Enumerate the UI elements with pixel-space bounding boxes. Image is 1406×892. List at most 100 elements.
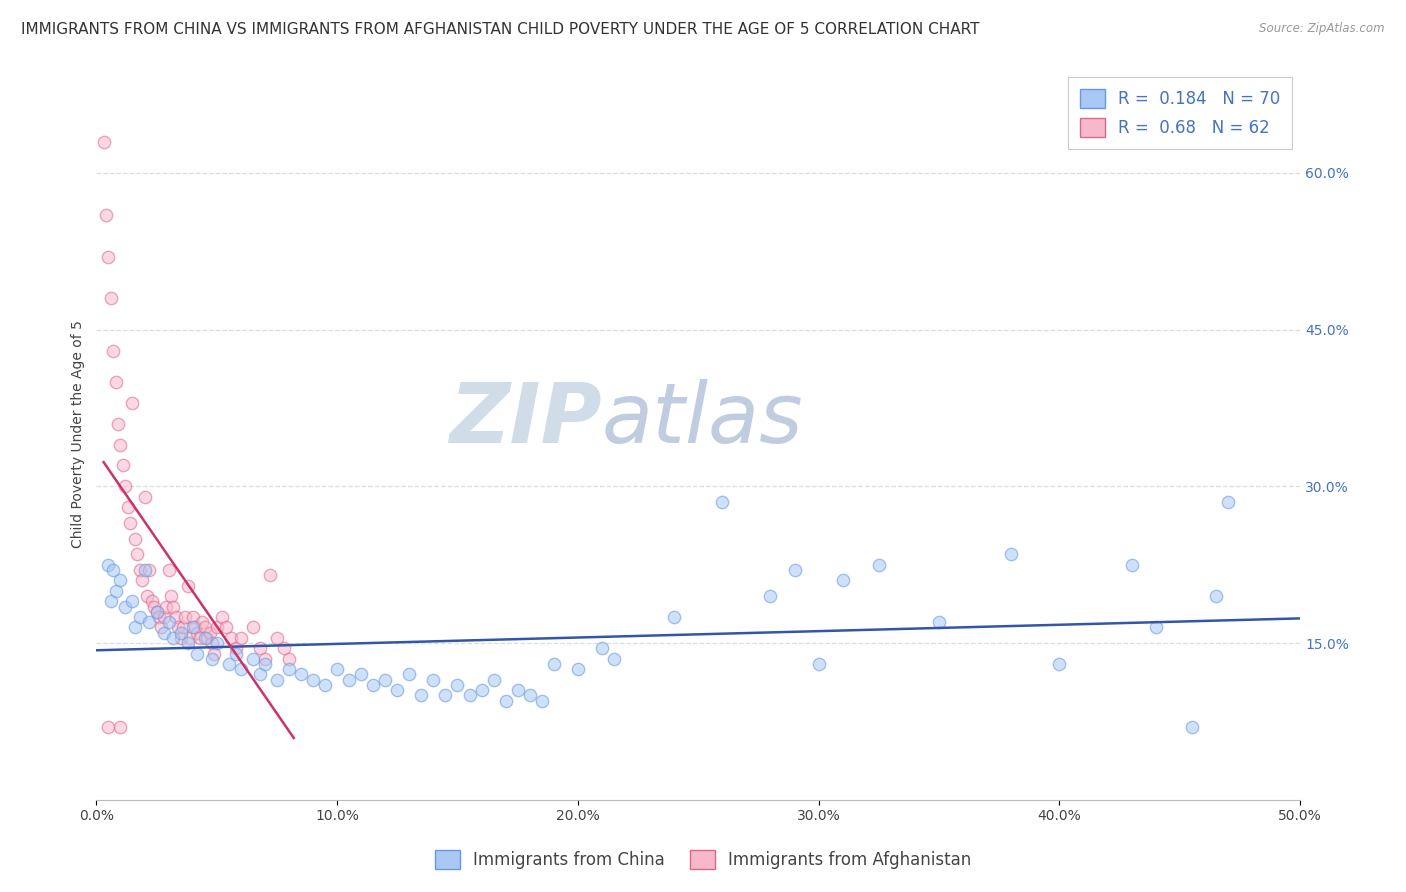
Point — [1000, 547, 1022, 561]
Point — [337, 673, 360, 687]
Point — [188, 631, 211, 645]
Point — [186, 647, 208, 661]
Point — [278, 662, 301, 676]
Point — [1205, 589, 1227, 603]
Point — [97, 250, 120, 264]
Point — [162, 631, 184, 645]
Point — [1181, 720, 1204, 734]
Point — [434, 688, 457, 702]
Point — [662, 610, 685, 624]
Point — [205, 620, 228, 634]
Point — [110, 720, 132, 734]
Point — [134, 563, 156, 577]
Point — [141, 594, 163, 608]
Point — [94, 208, 117, 222]
Point — [506, 683, 529, 698]
Point — [218, 657, 240, 671]
Point — [162, 599, 184, 614]
Point — [198, 625, 221, 640]
Point — [194, 631, 217, 645]
Point — [169, 625, 191, 640]
Point — [148, 610, 170, 624]
Point — [253, 657, 276, 671]
Point — [104, 583, 127, 598]
Point — [273, 641, 295, 656]
Point — [138, 615, 160, 630]
Point — [128, 563, 150, 577]
Point — [121, 594, 143, 608]
Point — [167, 620, 190, 634]
Point — [111, 458, 134, 473]
Point — [225, 641, 247, 656]
Point — [155, 599, 177, 614]
Point — [326, 662, 349, 676]
Point — [446, 678, 468, 692]
Point — [93, 135, 115, 149]
Point — [205, 636, 228, 650]
Point — [201, 636, 224, 650]
Point — [229, 631, 252, 645]
Point — [211, 610, 233, 624]
Point — [134, 490, 156, 504]
Point — [266, 673, 288, 687]
Text: IMMIGRANTS FROM CHINA VS IMMIGRANTS FROM AFGHANISTAN CHILD POVERTY UNDER THE AGE: IMMIGRANTS FROM CHINA VS IMMIGRANTS FROM… — [21, 22, 980, 37]
Text: Source: ZipAtlas.com: Source: ZipAtlas.com — [1260, 22, 1385, 36]
Point — [114, 599, 136, 614]
Point — [177, 579, 200, 593]
Point — [831, 574, 853, 588]
Point — [110, 437, 132, 451]
Point — [543, 657, 565, 671]
Point — [114, 479, 136, 493]
Point — [229, 662, 252, 676]
Point — [104, 375, 127, 389]
Point — [145, 605, 167, 619]
Point — [195, 631, 218, 645]
Point — [179, 631, 201, 645]
Point — [103, 563, 125, 577]
Point — [124, 620, 146, 634]
Point — [181, 610, 204, 624]
Point — [807, 657, 830, 671]
Point — [1216, 495, 1239, 509]
Point — [184, 620, 207, 634]
Point — [603, 651, 626, 665]
Point — [470, 683, 492, 698]
Point — [495, 693, 517, 707]
Point — [249, 667, 271, 681]
Text: atlas: atlas — [602, 379, 804, 460]
Point — [143, 599, 166, 614]
Point — [152, 610, 174, 624]
Point — [242, 620, 264, 634]
Point — [215, 620, 238, 634]
Point — [97, 720, 120, 734]
Point — [157, 563, 180, 577]
Point — [131, 574, 153, 588]
Point — [145, 605, 167, 619]
Point — [160, 589, 183, 603]
Point — [219, 631, 242, 645]
Point — [194, 620, 217, 634]
Point — [387, 683, 409, 698]
Point — [266, 631, 288, 645]
Point — [174, 610, 197, 624]
Point — [225, 647, 247, 661]
Legend: Immigrants from China, Immigrants from Afghanistan: Immigrants from China, Immigrants from A… — [425, 840, 981, 880]
Point — [302, 673, 325, 687]
Point — [107, 417, 129, 431]
Point — [711, 495, 734, 509]
Point — [127, 547, 149, 561]
Point — [124, 532, 146, 546]
Point — [97, 558, 120, 572]
Point — [110, 574, 132, 588]
Point — [1047, 657, 1070, 671]
Point — [759, 589, 782, 603]
Point — [103, 343, 125, 358]
Point — [1121, 558, 1143, 572]
Point — [100, 291, 122, 305]
Point — [783, 563, 806, 577]
Point — [259, 568, 281, 582]
Point — [186, 625, 208, 640]
Point — [350, 667, 373, 681]
Point — [567, 662, 589, 676]
Point — [482, 673, 505, 687]
